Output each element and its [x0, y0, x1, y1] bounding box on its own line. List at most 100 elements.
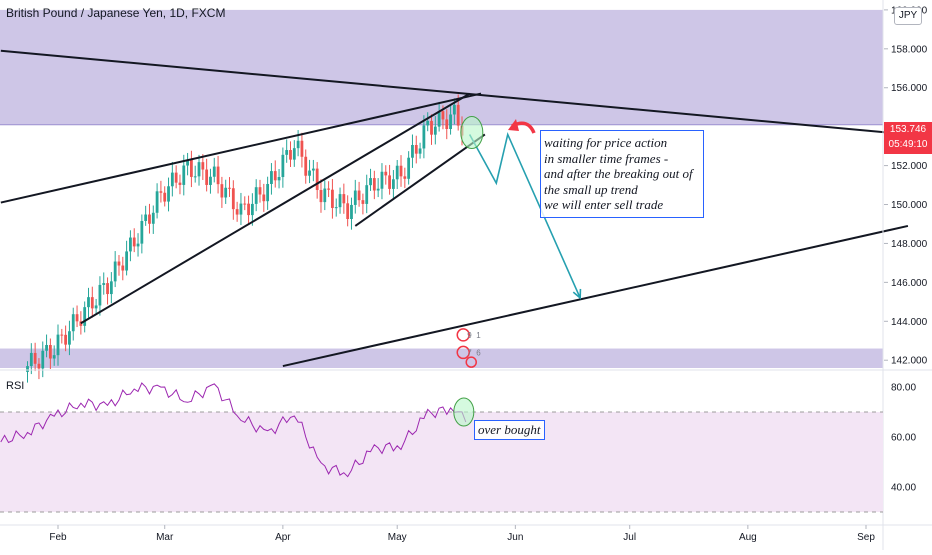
- candle-body: [129, 237, 132, 252]
- candle-body: [239, 203, 243, 215]
- candle-body: [106, 283, 109, 295]
- candle-body: [414, 144, 418, 154]
- candle-body: [117, 261, 121, 266]
- candle-body: [262, 194, 266, 202]
- event-marker-label: 6: [476, 348, 481, 357]
- candle-body: [388, 175, 391, 189]
- candle-body: [403, 176, 407, 179]
- candle-body: [83, 307, 87, 326]
- candle-body: [212, 166, 216, 177]
- candle-body: [342, 194, 346, 204]
- candle-body: [132, 237, 136, 247]
- candle-body: [71, 314, 75, 332]
- rsi-band: [0, 412, 883, 512]
- note-line: the small up trend: [544, 181, 638, 197]
- candle-body: [37, 363, 41, 369]
- candle-body: [449, 114, 452, 129]
- candle-body: [300, 140, 304, 157]
- support-zone: [0, 348, 883, 368]
- y-axis-tick-label: 152.000: [891, 161, 928, 172]
- rsi-line: [0, 382, 467, 478]
- candle-body: [411, 144, 414, 158]
- candle-body: [189, 159, 193, 177]
- candle-body: [247, 203, 250, 216]
- candle-body: [270, 171, 273, 184]
- trendline: [80, 92, 471, 325]
- candle-body: [433, 126, 437, 135]
- candle-body: [273, 171, 277, 181]
- note-line: waiting for price action: [544, 135, 668, 150]
- candle-body: [224, 187, 228, 198]
- event-marker-icon: [465, 356, 477, 368]
- x-axis-tick-label: Feb: [49, 532, 67, 543]
- candle-body: [365, 185, 369, 204]
- x-axis-tick-label: Sep: [857, 532, 875, 543]
- candle-body: [148, 214, 151, 224]
- symbol-title: British Pound / Japanese Yen, 1D, FXCM: [6, 6, 226, 20]
- y-axis-tick-label: 158.000: [891, 44, 928, 55]
- candle-body: [186, 159, 189, 166]
- candle-body: [452, 104, 456, 115]
- candle-body: [170, 172, 174, 187]
- candle-body: [197, 162, 201, 177]
- candle-body: [331, 189, 334, 208]
- candle-body: [29, 352, 33, 367]
- rsi-axis-tick-label: 40.00: [891, 483, 916, 494]
- y-axis-tick-label: 142.000: [891, 356, 928, 367]
- candle-body: [220, 184, 224, 198]
- candle-body: [391, 179, 395, 189]
- candle-body: [380, 171, 384, 189]
- y-axis-tick-label: 150.000: [891, 200, 928, 211]
- candle-body: [315, 168, 319, 191]
- candle-body: [144, 214, 148, 221]
- candle-body: [113, 261, 117, 282]
- candle-body: [289, 150, 292, 160]
- candle-body: [254, 187, 258, 204]
- x-axis-tick-label: Jun: [507, 532, 523, 543]
- candle-body: [79, 321, 83, 326]
- candle-body: [376, 188, 380, 191]
- overbought-highlight-price: [460, 116, 484, 150]
- rsi-note[interactable]: over bought: [474, 420, 545, 440]
- candle-body: [258, 187, 262, 195]
- candle-body: [456, 104, 460, 126]
- candle-body: [292, 148, 296, 160]
- trendline: [354, 133, 486, 227]
- candle-body: [437, 111, 441, 127]
- trade-idea-note[interactable]: waiting for price action in smaller time…: [540, 130, 704, 218]
- candle-body: [68, 331, 71, 345]
- candle-body: [155, 191, 159, 213]
- candles: [26, 94, 464, 383]
- candle-body: [304, 156, 308, 176]
- event-marker-label: 9: [467, 331, 472, 340]
- candle-body: [87, 297, 90, 308]
- resistance-zone: [0, 9, 883, 125]
- candle-body: [395, 165, 399, 180]
- overbought-highlight-rsi: [453, 397, 475, 427]
- currency-button[interactable]: JPY: [894, 7, 922, 25]
- curved-arrow-head-icon: [508, 119, 519, 131]
- candle-body: [266, 183, 270, 202]
- candle-body: [426, 120, 430, 126]
- candle-body: [235, 209, 239, 215]
- note-line: we will enter sell trade: [544, 197, 664, 212]
- candle-body: [182, 165, 186, 185]
- candle-body: [159, 191, 163, 193]
- candle-body: [26, 366, 29, 372]
- candle-body: [64, 334, 68, 345]
- candle-body: [353, 190, 357, 205]
- rsi-axis-tick-label: 60.00: [891, 433, 916, 444]
- x-axis-tick-label: Aug: [739, 532, 757, 543]
- candle-body: [407, 157, 411, 179]
- candle-body: [60, 334, 64, 336]
- candle-body: [372, 178, 376, 191]
- last-price-tag: 153.746 05:49:10: [884, 122, 932, 154]
- candle-body: [45, 344, 48, 351]
- candle-body: [277, 177, 281, 181]
- candle-body: [231, 188, 235, 210]
- candle-body: [121, 265, 125, 271]
- trendline: [0, 92, 482, 204]
- candle-body: [163, 192, 167, 202]
- trendline: [0, 49, 909, 136]
